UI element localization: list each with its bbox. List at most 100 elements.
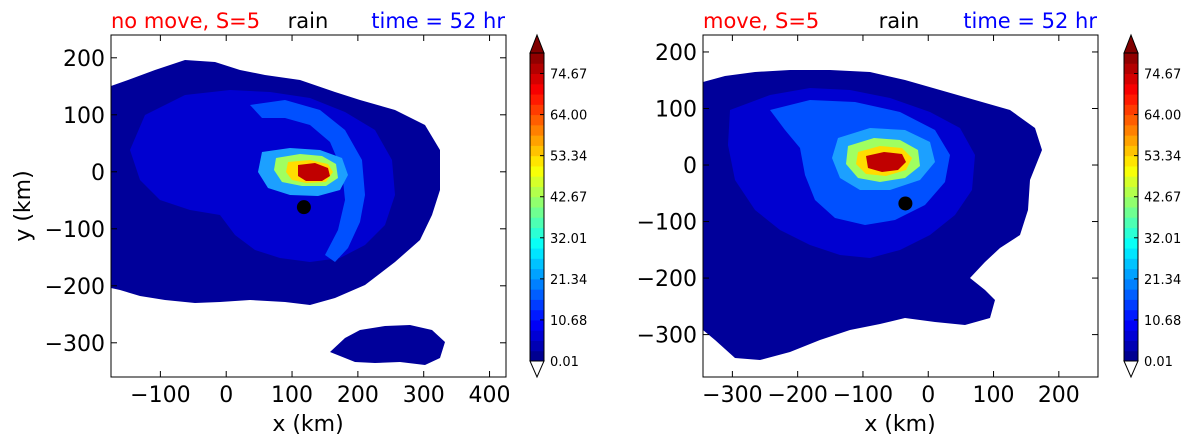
left-colorbar-level [530, 73, 544, 85]
left-y-tick-label: 200 [63, 47, 105, 72]
left-colorbar-level [530, 299, 544, 311]
left-colorbar-level [530, 278, 544, 290]
right-colorbar-tick-label: 0.01 [1144, 355, 1173, 370]
left-colorbar-tick-label: 21.34 [550, 273, 587, 288]
right-y-tick-label: −200 [637, 267, 697, 292]
left-colorbar: 0.01 10.68 21.34 32.01 42.67 53.34 64.00 74.67 [529, 33, 587, 379]
right-panel: move, S=5 rain time = 52 hr −300 −200 −100… [637, 9, 1099, 437]
left-rain-field [111, 60, 445, 365]
right-colorbar-level [1124, 237, 1138, 249]
left-colorbar-level [530, 217, 544, 229]
right-x-tick-label: 0 [921, 383, 935, 408]
left-x-tick-label: 200 [337, 383, 379, 408]
left-colorbar-level [530, 319, 544, 331]
left-colorbar-level [530, 176, 544, 187]
left-colorbar-ticks: 0.01 10.68 21.34 32.01 42.67 53.34 64.00 74.67 [540, 68, 587, 370]
left-colorbar-level [530, 104, 544, 116]
left-colorbar-lower-extend [529, 360, 545, 379]
left-y-tick-label: 0 [91, 161, 105, 186]
left-y-axis-ticks: 200 100 0 −100 −200 −300 [45, 47, 506, 357]
left-colorbar-level [530, 330, 544, 341]
left-colorbar-level [530, 237, 544, 249]
left-title-case: no move, S=5 [111, 9, 260, 33]
left-storm-center-marker [296, 200, 311, 215]
right-storm-center-marker [898, 196, 913, 211]
right-colorbar-level [1124, 165, 1138, 177]
left-colorbar-tick-label: 10.68 [550, 314, 587, 329]
right-colorbar-level [1124, 217, 1138, 229]
right-title-field: rain [879, 9, 920, 33]
right-colorbar-level [1124, 63, 1138, 75]
right-colorbar-level [1124, 94, 1138, 105]
right-colorbar-level [1124, 207, 1138, 218]
left-x-tick-label: 0 [219, 383, 233, 408]
left-colorbar-level [530, 186, 544, 198]
right-colorbar-level [1124, 196, 1138, 208]
left-colorbar-level [530, 289, 544, 300]
right-colorbar-level [1124, 186, 1138, 198]
left-colorbar-tick-label: 64.00 [550, 109, 587, 124]
left-colorbar-level [530, 227, 544, 239]
left-y-tick-label: −200 [45, 275, 105, 300]
right-x-axis-label: x (km) [864, 412, 935, 437]
right-colorbar-level [1124, 278, 1138, 290]
left-y-axis-label: y (km) [11, 170, 36, 241]
left-colorbar-tick-label: 0.01 [550, 355, 579, 370]
left-colorbar-level [530, 124, 544, 136]
right-y-tick-label: −300 [637, 324, 697, 349]
left-colorbar-level [530, 135, 544, 146]
right-colorbar-level [1124, 104, 1138, 116]
right-colorbar-level [1124, 124, 1138, 136]
left-colorbar-level [530, 63, 544, 75]
right-y-tick-label: −100 [637, 211, 697, 236]
right-colorbar-tick-label: 21.34 [1144, 273, 1181, 288]
left-y-tick-label: 100 [63, 104, 105, 129]
left-colorbar-level [530, 207, 544, 218]
left-colorbar-level [530, 309, 544, 321]
right-colorbar-level [1124, 340, 1138, 352]
right-colorbar-level [1124, 145, 1138, 157]
right-colorbar-level [1124, 330, 1138, 341]
right-colorbar-tick-label: 10.68 [1144, 314, 1181, 329]
right-x-axis-ticks: −300 −200 −100 0 100 200 [702, 35, 1080, 408]
right-x-tick-label: −300 [702, 383, 762, 408]
right-x-tick-label: 100 [973, 383, 1015, 408]
left-colorbar-level [530, 196, 544, 208]
left-rain-core-max [298, 163, 330, 181]
left-colorbar-tick-label: 53.34 [550, 150, 587, 165]
left-rain-outer-tail [330, 325, 445, 365]
left-colorbar-tick-label: 42.67 [550, 191, 587, 206]
left-x-tick-label: 400 [469, 383, 511, 408]
right-title-time: time = 52 hr [963, 9, 1097, 33]
left-x-tick-label: 300 [403, 383, 445, 408]
left-x-axis-label: x (km) [272, 412, 343, 437]
left-title-field: rain [288, 9, 329, 33]
left-colorbar-level [530, 83, 544, 95]
left-x-axis-ticks: −100 0 100 200 300 400 [130, 35, 511, 408]
left-colorbar-level [530, 248, 544, 259]
left-colorbar-tick-label: 32.01 [550, 232, 587, 247]
left-colorbar-level [530, 94, 544, 105]
right-colorbar-level [1124, 155, 1138, 167]
right-colorbar-level [1124, 114, 1138, 126]
right-title-case: move, S=5 [703, 9, 819, 33]
right-rain-core-max [866, 152, 906, 172]
right-colorbar-level [1124, 258, 1138, 270]
right-colorbar-level [1124, 299, 1138, 311]
left-plot-frame [110, 34, 507, 378]
right-colorbar-tick-label: 32.01 [1144, 232, 1181, 247]
left-colorbar-level [530, 114, 544, 126]
right-x-tick-label: −200 [767, 383, 827, 408]
right-colorbar-level [1124, 289, 1138, 300]
left-colorbar-frame [529, 52, 545, 362]
right-y-tick-label: 100 [655, 97, 697, 122]
right-plot-frame [702, 34, 1099, 378]
right-colorbar-tick-label: 42.67 [1144, 191, 1181, 206]
right-colorbar-level [1124, 309, 1138, 321]
left-colorbar-level [530, 268, 544, 280]
right-colorbar-level [1124, 268, 1138, 280]
right-colorbar-level [1124, 319, 1138, 331]
right-colorbar-level [1124, 53, 1138, 64]
left-colorbar-level [530, 53, 544, 64]
left-colorbar-level [530, 155, 544, 167]
